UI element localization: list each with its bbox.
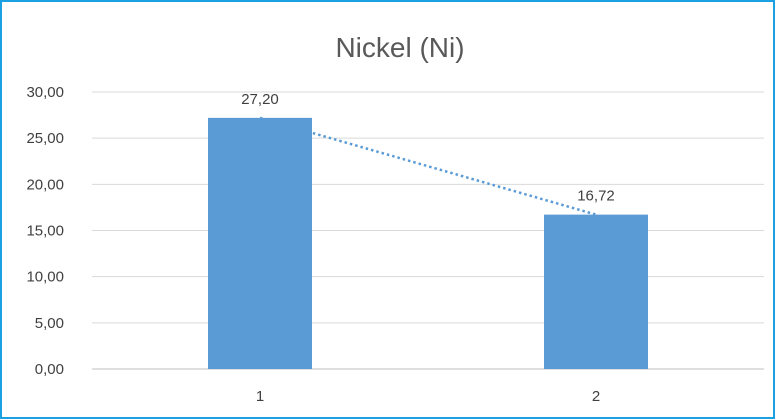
data-labels: 27,20 16,72 — [241, 91, 615, 205]
data-label: 16,72 — [577, 188, 615, 205]
bar — [208, 117, 312, 369]
y-tick-label: 0,00 — [35, 361, 64, 378]
y-axis-ticks: 0,00 5,00 10,00 15,00 20,00 25,00 30,00 — [26, 84, 64, 378]
y-tick-label: 20,00 — [26, 176, 64, 193]
x-tick-label: 2 — [592, 388, 600, 405]
y-tick-label: 10,00 — [26, 269, 64, 286]
bar — [544, 214, 648, 369]
y-tick-label: 25,00 — [26, 130, 64, 147]
bars — [208, 117, 648, 369]
y-tick-label: 5,00 — [35, 315, 64, 332]
gridlines — [92, 91, 764, 370]
y-tick-label: 30,00 — [26, 84, 64, 101]
x-tick-label: 1 — [256, 388, 264, 405]
chart-title: Nickel (Ni) — [335, 32, 464, 63]
data-label: 27,20 — [241, 91, 279, 108]
y-tick-label: 15,00 — [26, 223, 64, 240]
